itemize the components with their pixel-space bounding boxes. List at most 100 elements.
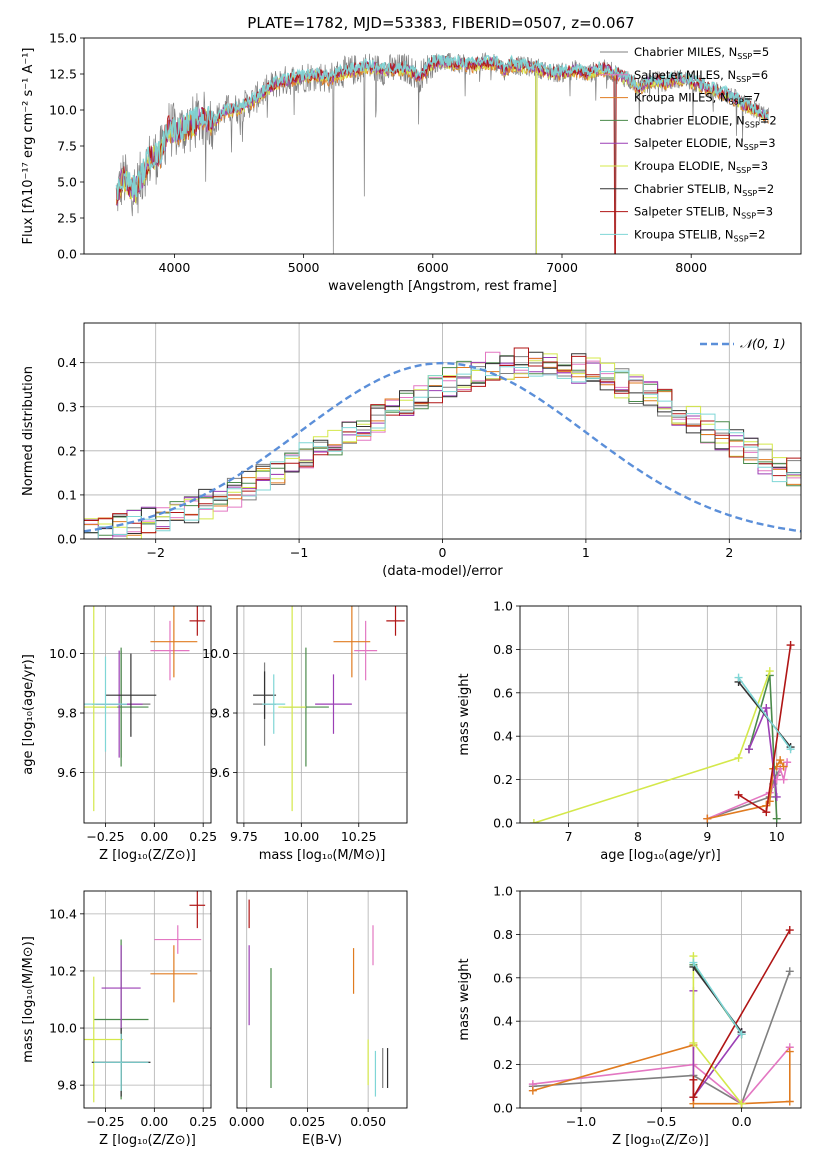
plot-area: [529, 641, 795, 823]
legend-label: Chabrier MILES, NSSP=5: [634, 45, 769, 61]
weight-marker: [737, 1099, 746, 1108]
weight-marker: [772, 814, 781, 823]
error-bar-point: [84, 976, 124, 1103]
gridlines: [237, 606, 407, 823]
weight-series: [532, 1046, 791, 1105]
plot-area: [84, 891, 206, 1103]
y-tick-label: 0.6: [493, 685, 513, 700]
x-tick-label: 0.025: [290, 1114, 326, 1129]
x-tick-label: 2: [725, 545, 733, 560]
x-axis-label: Z [log₁₀(Z/Z⊙)]: [99, 848, 196, 863]
error-bar-point: [315, 674, 352, 734]
weight-marker: [528, 1086, 537, 1095]
panel-residual-histogram: −2 −1 0 1 2 0.0 0.1 0.2 0.3 0.4 (data-model)/error…: [21, 322, 802, 579]
x-tick-label: 9: [703, 829, 711, 844]
y-tick-label: 2.5: [57, 211, 77, 226]
x-tick-label: −0.25: [86, 1114, 124, 1129]
error-bar-point: [189, 606, 206, 636]
axes-frame: [236, 605, 408, 824]
x-tick-label: 10.25: [341, 829, 377, 844]
weight-series: [737, 677, 792, 750]
y-axis-label: Flux [fλ10⁻¹⁷ erg cm⁻² s⁻¹ A⁻¹]: [21, 48, 36, 245]
error-bar-point: [253, 671, 277, 719]
y-axis-label: mass [log₁₀(M/M⊙)]: [21, 936, 36, 1063]
plot-area: [248, 899, 389, 1097]
weight-series: [532, 971, 791, 1105]
y-tick-label: 0.0: [57, 532, 77, 547]
weight-marker: [785, 926, 794, 935]
y-tick-label: 10.0: [49, 103, 77, 118]
legend-label: 𝒩(0, 1): [740, 336, 786, 351]
error-bar-point: [150, 945, 198, 1003]
y-tick-label: 0.2: [493, 772, 513, 787]
x-tick-label: 9.75: [230, 829, 258, 844]
x-tick-label: 0.00: [140, 829, 168, 844]
y-tick-label: 0.6: [493, 970, 513, 985]
panel-mass-vs-ebv: 0.000 0.025 0.050 E(B-V): [229, 890, 408, 1148]
figure-title: PLATE=1782, MJD=53383, FIBERID=0507, z=0…: [247, 14, 634, 32]
axes-frame: [83, 890, 212, 1109]
weight-marker: [734, 673, 743, 682]
legend-label: Kroupa STELIB, NSSP=2: [634, 227, 765, 243]
error-bar-point: [84, 606, 118, 812]
x-tick-label: 0.25: [189, 829, 217, 844]
legend-label: Salpeter MILES, NSSP=6: [634, 68, 768, 84]
x-tick-label: 7000: [546, 260, 578, 275]
weight-marker: [734, 753, 743, 762]
y-axis-label: mass weight: [457, 958, 472, 1040]
y-axis-label: mass weight: [457, 673, 472, 755]
error-bar-point: [150, 606, 198, 678]
x-axis-label: mass [log₁₀(M/M⊙)]: [259, 848, 386, 863]
y-axis-label: Normed distribution: [21, 366, 36, 496]
panel-spectrum: 4000 5000 6000 7000 8000 0.0 2.5 5.0 7.5 10.0 12.5…: [21, 31, 802, 294]
x-tick-label: −2: [146, 545, 164, 560]
plot-area: [84, 347, 801, 539]
y-tick-label: 10.0: [202, 646, 230, 661]
x-axis-label: age [log₁₀(age/yr)]: [600, 848, 721, 863]
weight-series: [532, 1044, 791, 1105]
error-bar-point: [93, 1033, 149, 1091]
y-tick-label: 1.0: [493, 599, 513, 614]
weight-marker: [765, 667, 774, 676]
x-tick-label: 5000: [288, 260, 320, 275]
plot-area: [84, 606, 206, 812]
error-bar-point: [101, 945, 141, 1031]
error-bar-point: [262, 674, 286, 734]
legend-label: Kroupa ELODIE, NSSP=3: [634, 159, 768, 175]
error-bar-point: [189, 891, 206, 929]
weight-marker: [779, 775, 788, 784]
y-tick-label: 9.8: [210, 706, 230, 721]
y-tick-label: 10.2: [49, 963, 77, 978]
weight-marker: [689, 1075, 698, 1084]
error-bar-point: [386, 606, 405, 636]
weight-marker: [783, 758, 792, 767]
y-tick-label: 0.3: [57, 399, 77, 414]
y-tick-label: 0.8: [493, 642, 513, 657]
y-tick-label: 7.5: [57, 139, 77, 154]
gridlines: [84, 891, 211, 1108]
x-tick-label: 0.050: [350, 1114, 386, 1129]
y-tick-label: 5.0: [57, 175, 77, 190]
y-tick-label: 0.2: [493, 1057, 513, 1072]
y-tick-label: 0.0: [493, 816, 513, 831]
y-tick-label: 1.0: [493, 884, 513, 899]
weight-marker: [786, 745, 795, 754]
y-tick-label: 0.4: [493, 1014, 513, 1029]
error-bar-point: [105, 653, 157, 737]
x-tick-label: −1.0: [566, 1114, 596, 1129]
weight-marker: [737, 1030, 746, 1039]
panel-mass-vs-Z: −0.25 0.00 0.25 9.8 10.0 10.2 10.4 Z [log₁₀(Z/Z…: [21, 890, 217, 1148]
y-tick-label: 15.0: [49, 31, 77, 46]
y-tick-label: 10.0: [49, 646, 77, 661]
error-bar-point: [278, 606, 306, 812]
x-axis-label: wavelength [Angstrom, rest frame]: [328, 279, 557, 294]
legend-label: Salpeter STELIB, NSSP=3: [634, 205, 773, 221]
x-tick-label: 8: [634, 829, 642, 844]
axes-frame: [83, 605, 212, 824]
y-tick-label: 10.0: [49, 1021, 77, 1036]
weight-marker: [785, 1047, 794, 1056]
weight-marker: [703, 814, 712, 823]
x-tick-label: 8000: [675, 260, 707, 275]
weight-marker: [785, 1097, 794, 1106]
